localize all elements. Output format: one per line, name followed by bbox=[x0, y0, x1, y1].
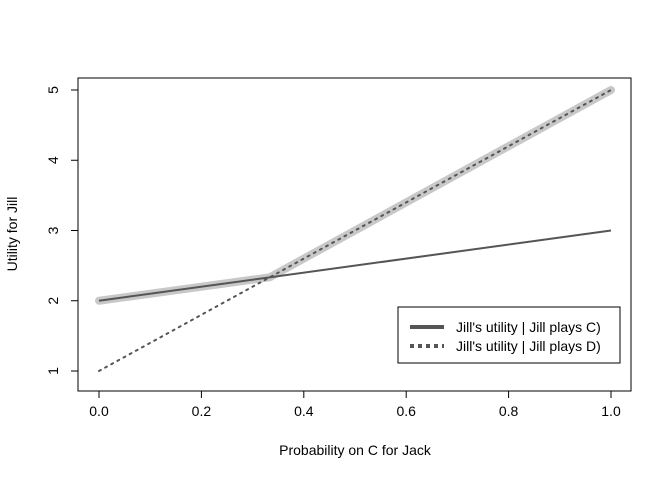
legend-label-c: Jill's utility | Jill plays C) bbox=[456, 319, 601, 335]
highlight-layer bbox=[95, 86, 615, 305]
x-tick-label: 0.0 bbox=[89, 403, 109, 419]
x-tick-label: 0.4 bbox=[294, 403, 314, 419]
series-layer bbox=[98, 89, 612, 372]
upper-envelope-highlight bbox=[95, 86, 615, 305]
x-tick-label: 1.0 bbox=[601, 403, 621, 419]
legend: Jill's utility | Jill plays C) Jill's ut… bbox=[397, 306, 621, 364]
x-axis-label: Probability on C for Jack bbox=[279, 442, 432, 458]
y-tick-label: 5 bbox=[45, 86, 61, 94]
y-tick-label: 2 bbox=[45, 297, 61, 305]
y-axis: 1 2 3 4 5 bbox=[45, 86, 79, 375]
x-axis: 0.0 0.2 0.4 0.6 0.8 1.0 bbox=[89, 390, 621, 419]
x-tick-label: 0.2 bbox=[192, 403, 212, 419]
x-tick-label: 0.8 bbox=[499, 403, 519, 419]
legend-label-d: Jill's utility | Jill plays D) bbox=[456, 338, 601, 354]
y-axis-label: Utility for Jill bbox=[4, 197, 20, 272]
series-line-d bbox=[98, 89, 612, 372]
x-tick-label: 0.6 bbox=[396, 403, 416, 419]
series-line-c bbox=[98, 229, 612, 302]
y-tick-label: 4 bbox=[45, 156, 61, 164]
y-tick-label: 3 bbox=[45, 226, 61, 234]
y-tick-label: 1 bbox=[45, 367, 61, 375]
legend-box bbox=[397, 306, 621, 364]
